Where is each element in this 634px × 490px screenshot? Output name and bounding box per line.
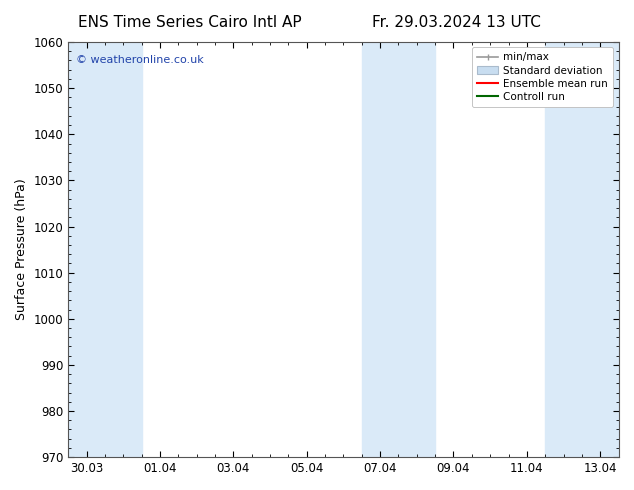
Bar [398,42,435,457]
Bar [582,42,619,457]
Bar [105,42,141,457]
Legend: min/max, Standard deviation, Ensemble mean run, Controll run: min/max, Standard deviation, Ensemble me… [472,47,614,107]
Y-axis label: Surface Pressure (hPa): Surface Pressure (hPa) [15,179,28,320]
Text: Fr. 29.03.2024 13 UTC: Fr. 29.03.2024 13 UTC [372,15,541,30]
Bar [68,42,105,457]
Text: © weatheronline.co.uk: © weatheronline.co.uk [77,54,204,65]
Bar [362,42,398,457]
Bar [545,42,582,457]
Text: ENS Time Series Cairo Intl AP: ENS Time Series Cairo Intl AP [79,15,302,30]
